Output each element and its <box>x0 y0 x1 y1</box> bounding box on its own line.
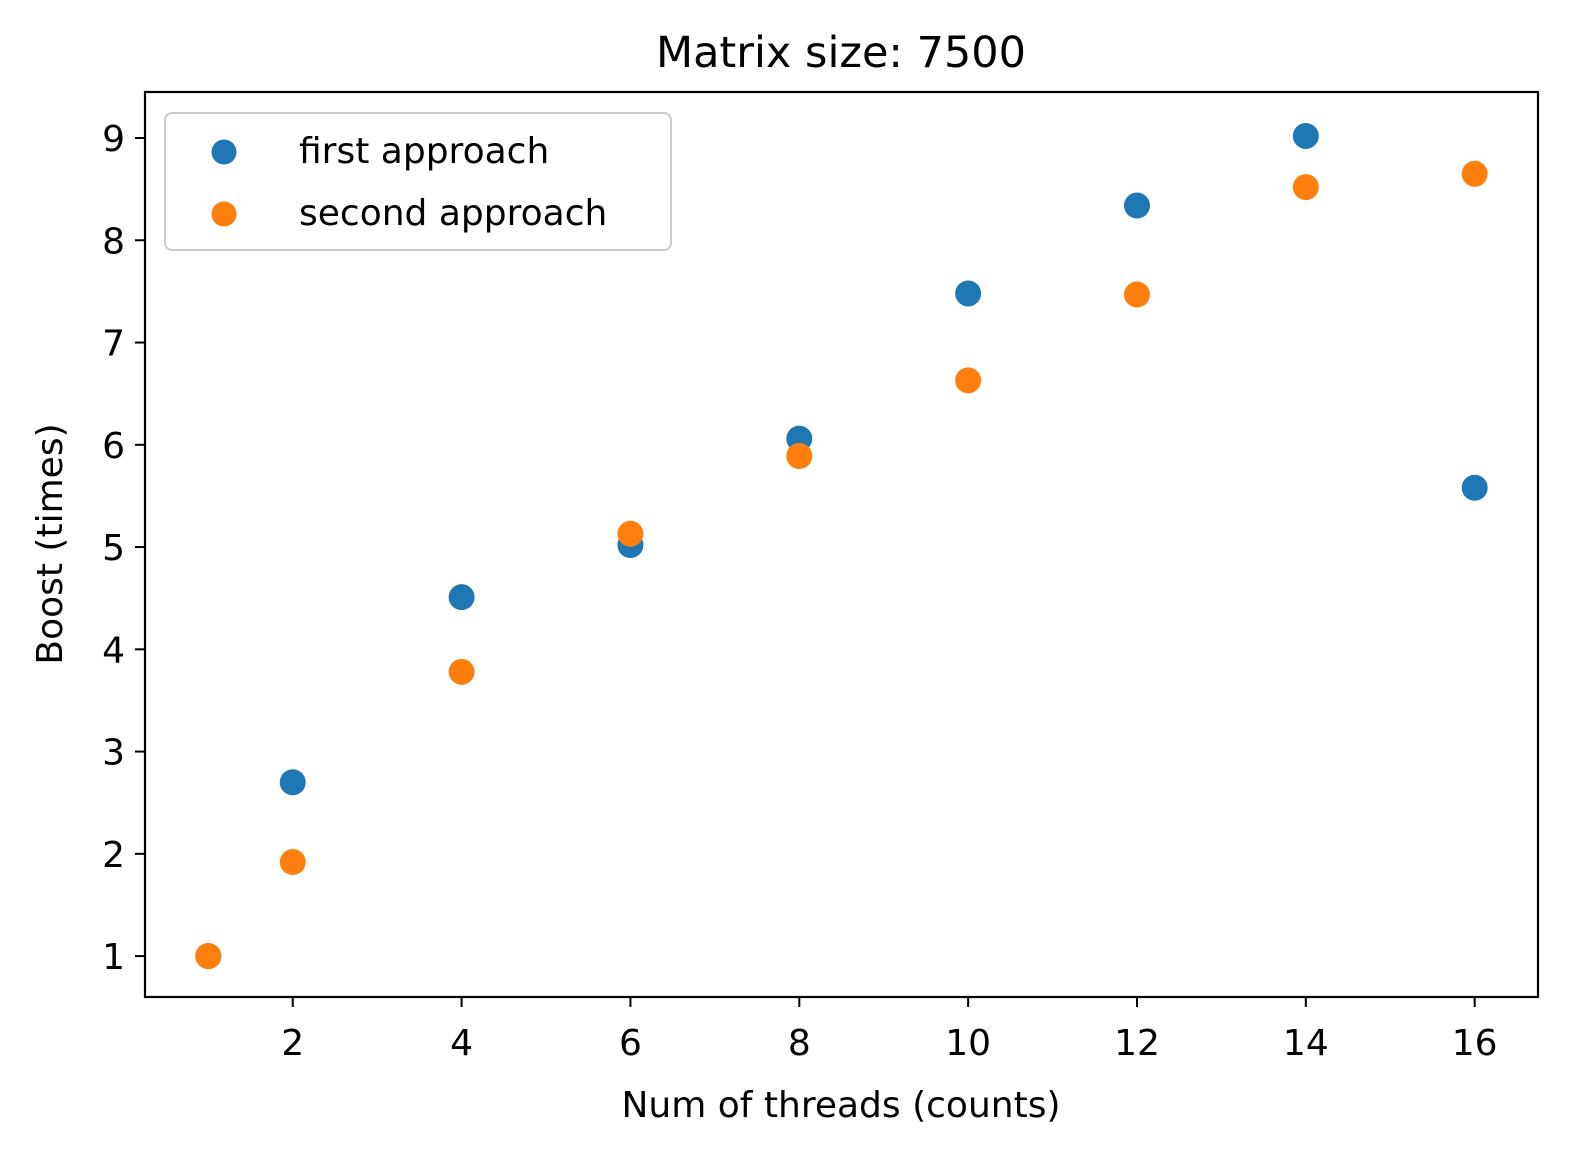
x-axis-label: Num of threads (counts) <box>621 1085 1060 1126</box>
legend: first approach second approach <box>164 112 672 251</box>
second-approach-point <box>279 849 306 876</box>
chart-title: Matrix size: 7500 <box>656 28 1026 78</box>
second-approach-point <box>195 943 222 970</box>
second-approach-point <box>448 658 475 685</box>
x-tick-label: 6 <box>619 1023 642 1064</box>
x-tick-label: 4 <box>450 1023 473 1064</box>
first-approach-point <box>955 280 982 307</box>
x-tick-label: 16 <box>1452 1023 1498 1064</box>
legend-marker-second-approach <box>211 201 237 227</box>
y-tick-label: 8 <box>102 221 125 262</box>
x-tick-label: 14 <box>1283 1023 1329 1064</box>
second-approach-point <box>786 443 813 470</box>
second-approach-point <box>1123 281 1150 308</box>
x-tick-label: 2 <box>281 1023 304 1064</box>
points-layer <box>195 122 1488 970</box>
y-tick-label: 6 <box>102 426 125 467</box>
x-tick-label: 10 <box>945 1023 991 1064</box>
y-tick-label: 4 <box>102 630 125 671</box>
legend-label-first-approach: first approach <box>299 131 549 172</box>
first-approach-point <box>1461 474 1488 501</box>
y-tick-label: 5 <box>102 528 125 569</box>
axes-frame <box>143 90 1540 999</box>
first-approach-point <box>279 769 306 796</box>
second-approach-point <box>1292 174 1319 201</box>
second-approach-point <box>1461 160 1488 187</box>
second-approach-point <box>617 520 644 547</box>
first-approach-point <box>1292 122 1319 149</box>
second-approach-point <box>955 367 982 394</box>
y-tick-label: 9 <box>102 119 125 160</box>
first-approach-point <box>448 584 475 611</box>
legend-label-second-approach: second approach <box>299 193 607 234</box>
y-tick-label: 2 <box>102 835 125 876</box>
legend-box <box>164 112 672 251</box>
x-tick-label: 8 <box>788 1023 811 1064</box>
y-tick-label: 1 <box>102 937 125 978</box>
y-axis-label: Boost (times) <box>30 423 71 664</box>
y-tick-label: 3 <box>102 733 125 774</box>
first-approach-point <box>1123 192 1150 219</box>
legend-marker-first-approach <box>211 139 237 165</box>
x-tick-label: 12 <box>1114 1023 1160 1064</box>
y-tick-label: 7 <box>102 324 125 365</box>
